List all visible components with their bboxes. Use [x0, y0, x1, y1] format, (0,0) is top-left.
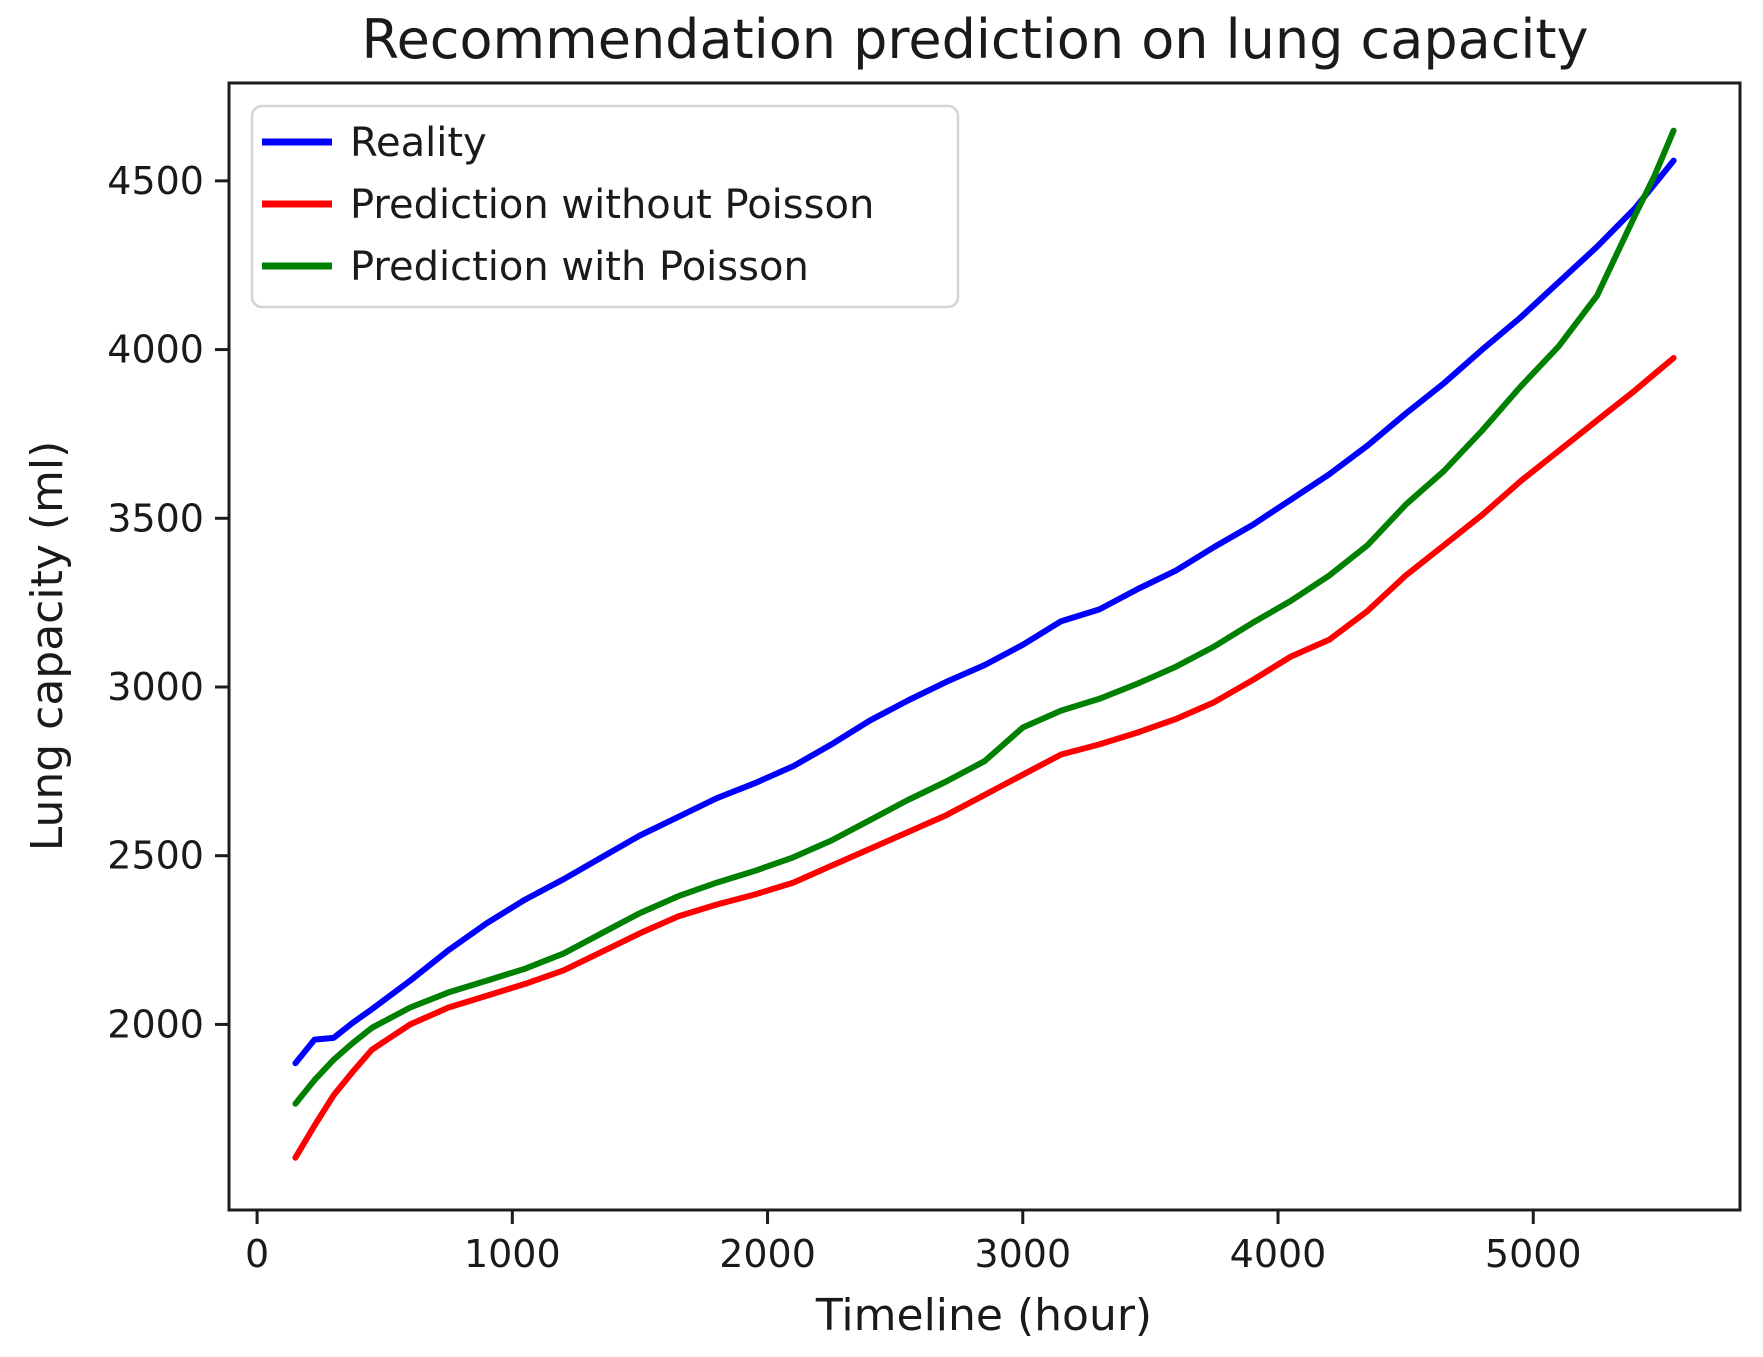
x-tick-label: 0 [245, 1232, 269, 1276]
y-axis-label: Lung capacity (ml) [22, 441, 73, 852]
plot-border [227, 81, 1742, 1212]
x-tick-label: 1000 [464, 1232, 561, 1276]
y-tick-label: 2500 [107, 834, 204, 878]
chart-title: Recommendation prediction on lung capaci… [361, 8, 1588, 71]
x-tick-label: 3000 [974, 1232, 1071, 1276]
legend-label: Prediction with Poisson [350, 244, 809, 290]
series-line-prediction-without-poisson [292, 355, 1677, 1161]
y-tick-label: 2000 [107, 1002, 204, 1046]
series-line-prediction-with-poisson [292, 127, 1677, 1107]
x-axis-label: Timeline (hour) [815, 1290, 1152, 1341]
plot-content: 0 1000 2000 3000 4000 5000 2000 2500 3000 3500 400… [107, 104, 1677, 1276]
x-tick-label: 4000 [1230, 1232, 1327, 1276]
y-tick-label: 3500 [107, 496, 204, 540]
legend-box [250, 104, 960, 309]
y-tick-label: 3000 [107, 665, 204, 709]
x-tick-label: 5000 [1485, 1232, 1582, 1276]
y-tick-label: 4500 [107, 159, 204, 203]
legend-label: Reality [350, 120, 487, 166]
y-tick-label: 4000 [107, 328, 204, 372]
series-line-reality [292, 157, 1677, 1067]
legend-label: Prediction without Poisson [350, 182, 874, 228]
x-tick-label: 2000 [719, 1232, 816, 1276]
